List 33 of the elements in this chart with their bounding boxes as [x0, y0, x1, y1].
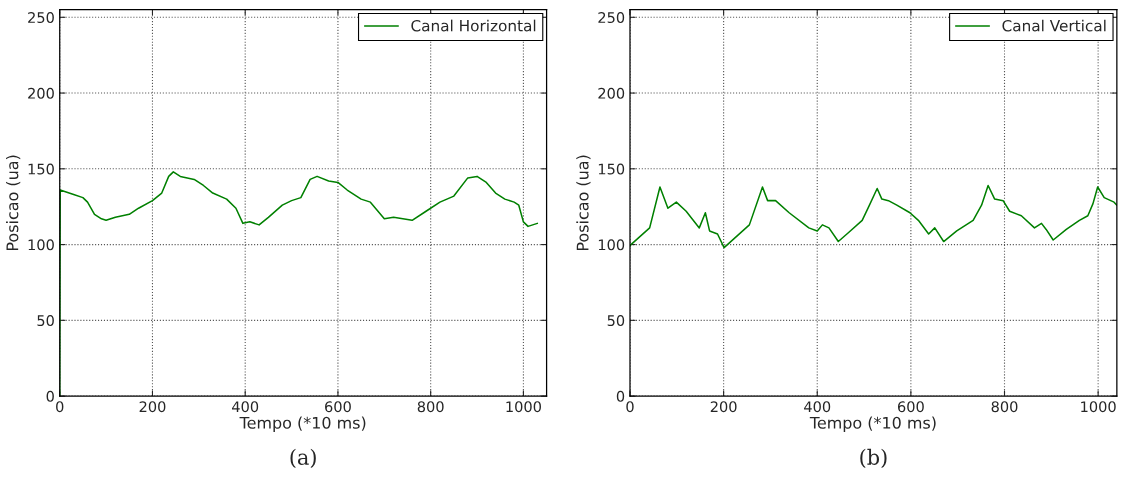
y-tick-label: 250	[28, 12, 54, 24]
x-tick-label: 1000	[506, 401, 541, 413]
y-tick-label: 200	[28, 87, 54, 99]
y-tick-label: 50	[37, 315, 54, 327]
text: (a)	[290, 448, 316, 468]
y-axis-title: Posicao (ua)	[6, 155, 21, 251]
y-tick-label: 150	[28, 163, 54, 175]
legend-label: Canal Vertical	[1002, 19, 1106, 32]
x-axis-title: Tempo (*10 ms)	[809, 416, 936, 432]
y-tick-label: 200	[598, 87, 625, 99]
x-tick-label: 0	[626, 401, 634, 413]
line-series	[629, 184, 1117, 249]
x-tick-label: 800	[991, 401, 1018, 413]
x-tick-label: 400	[804, 401, 831, 413]
x-axis-title: Tempo (*10 ms)	[239, 416, 366, 432]
x-tick-label: 600	[325, 401, 351, 413]
x-tick-label: 0	[56, 401, 64, 413]
y-tick-label: 250	[598, 12, 625, 24]
x-tick-label: 600	[897, 401, 924, 413]
legend-label: Canal Horizontal	[411, 19, 536, 32]
x-tick-label: 200	[710, 401, 737, 413]
y-tick-label: 100	[28, 239, 54, 251]
x-tick-label: 400	[232, 401, 259, 413]
y-tick-label: 100	[598, 239, 625, 251]
y-tick-label: 0	[46, 390, 54, 402]
x-tick-label: 200	[139, 401, 166, 413]
x-tick-label: 1000	[1081, 401, 1116, 413]
y-tick-label: 0	[616, 390, 625, 402]
y-tick-label: 150	[598, 163, 625, 175]
text: (b)	[860, 448, 887, 468]
y-axis-title: Posicao (ua)	[576, 155, 591, 251]
y-tick-label: 50	[607, 315, 625, 327]
x-tick-label: 800	[417, 401, 444, 413]
